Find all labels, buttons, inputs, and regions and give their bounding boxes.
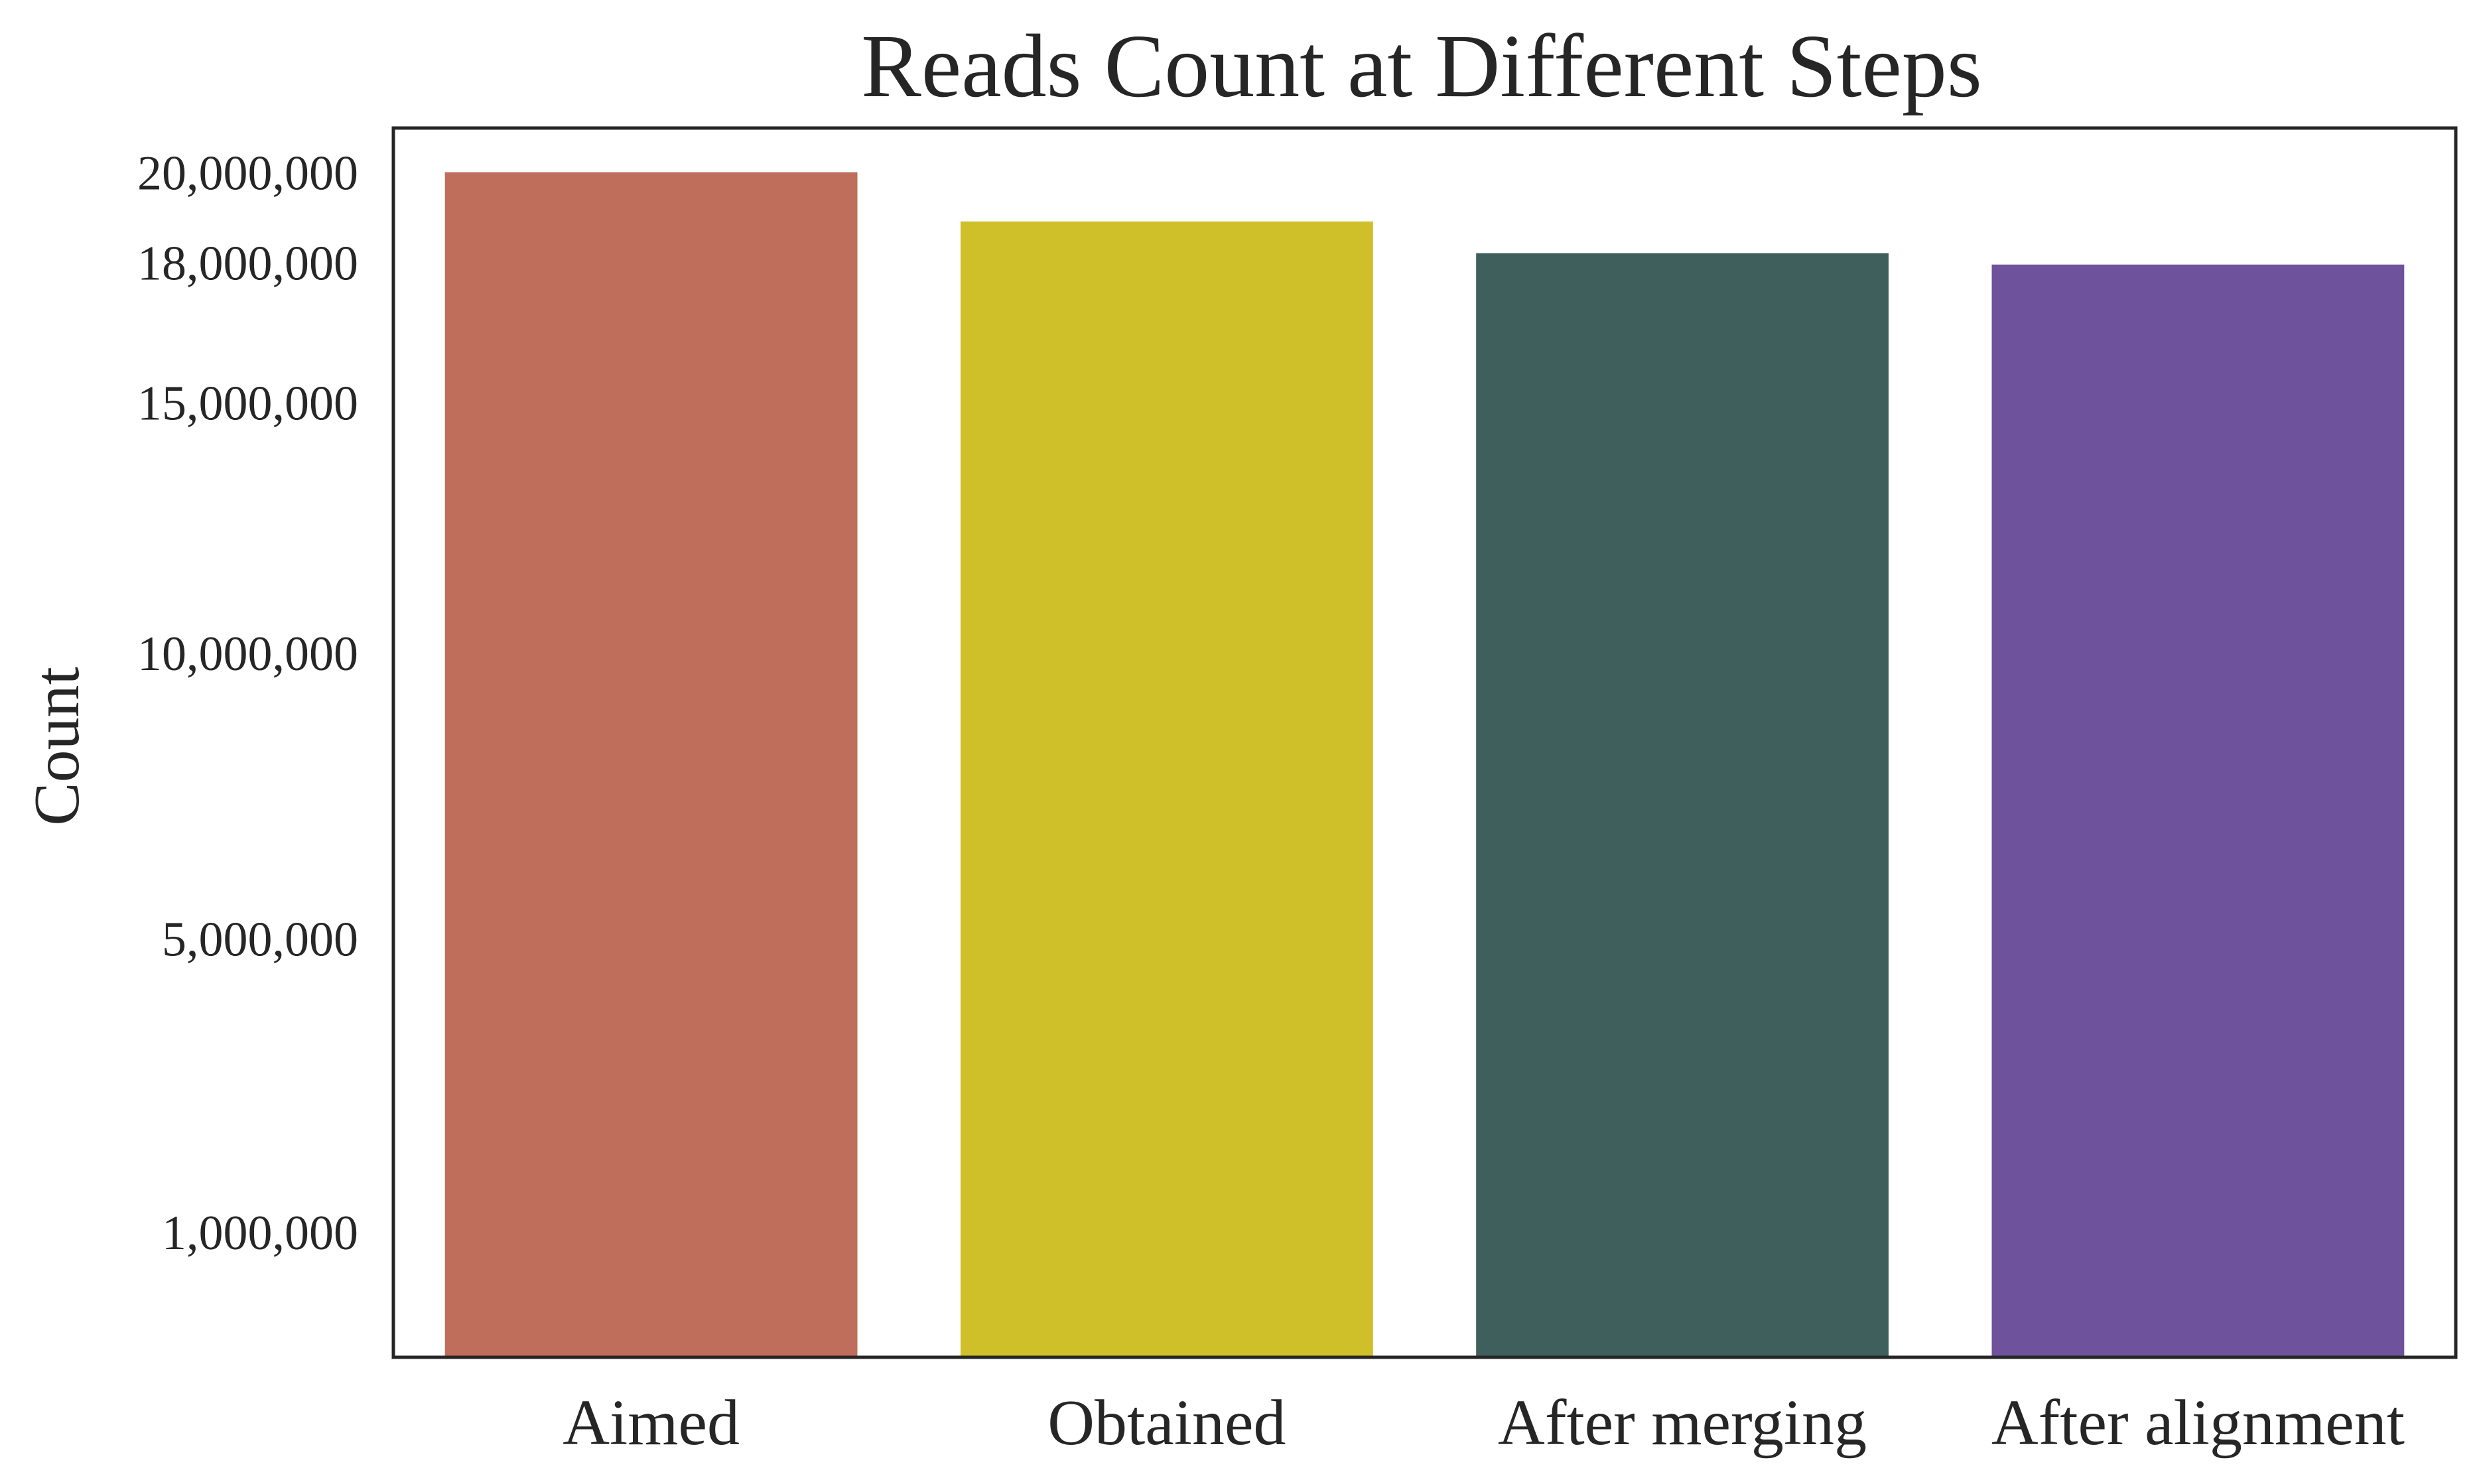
plot-frame	[391, 126, 2458, 1359]
y-tick-label: 18,000,000	[137, 236, 358, 291]
bar-after-merging	[1476, 253, 1889, 1358]
x-tick-label-obtained: Obtained	[1047, 1387, 1286, 1459]
y-ticks-group: 1,000,000 5,000,000 10,000,000 15,000,000 18…	[137, 147, 358, 1260]
y-tick-label: 10,000,000	[137, 627, 358, 681]
y-tick-label: 1,000,000	[162, 1206, 358, 1260]
x-tick-label-after-merging: After merging	[1498, 1387, 1867, 1459]
bar-after-alignment	[1991, 264, 2405, 1357]
y-tick-label: 20,000,000	[137, 147, 358, 201]
x-ticks-group: Aimed Obtained After merging After alignmen…	[563, 1387, 2405, 1459]
bar-aimed	[444, 172, 858, 1358]
chart-title: Reads Count at Different Steps	[861, 17, 1982, 116]
y-tick-label: 15,000,000	[137, 376, 358, 431]
y-tick-label: 5,000,000	[162, 912, 358, 967]
x-tick-label-aimed: Aimed	[563, 1387, 740, 1459]
y-axis-label: Count	[21, 667, 93, 826]
x-tick-label-after-alignment: After alignment	[1991, 1387, 2405, 1459]
bars-group	[444, 172, 2405, 1358]
bar-obtained	[961, 221, 1373, 1357]
